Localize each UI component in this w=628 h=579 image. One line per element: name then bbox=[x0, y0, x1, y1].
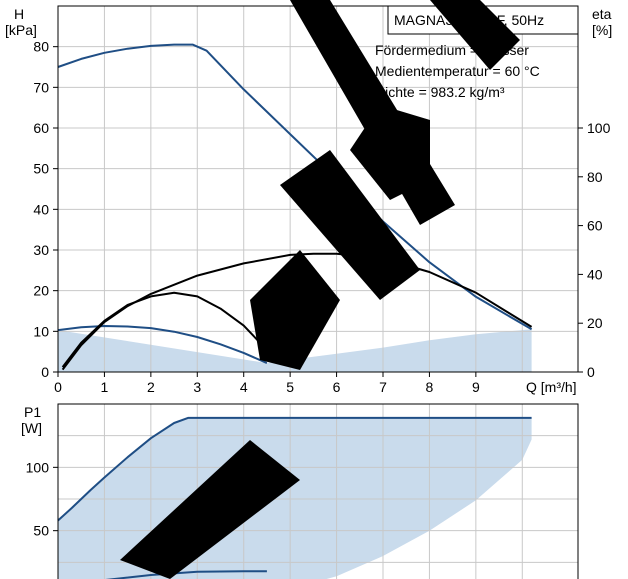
y-tick-labels-power: 050100 bbox=[26, 459, 58, 539]
y-tick-label-left: 60 bbox=[33, 120, 49, 136]
y-axis-label-left-line2: [kPa] bbox=[5, 22, 37, 38]
annotation-temperature: Medientemperatur = 60 °C bbox=[375, 63, 540, 79]
y-tick-label-left: 50 bbox=[33, 161, 49, 177]
x-tick-label: 6 bbox=[333, 379, 341, 395]
y-axis-label-right-line1: eta bbox=[592, 6, 612, 22]
series-group-top bbox=[57, 43, 533, 371]
y-tick-label-left: 20 bbox=[33, 283, 49, 299]
x-tick-label: 8 bbox=[426, 379, 434, 395]
power-axis-label-line2: [W] bbox=[21, 420, 42, 436]
y-tick-labels-right: 0 20 40 60 80 100 bbox=[578, 120, 611, 380]
power-axis-label-line1: P1 bbox=[24, 404, 41, 420]
series-line-4 bbox=[61, 252, 533, 371]
y-tick-label-left: 30 bbox=[33, 242, 49, 258]
efficiency-band bbox=[58, 329, 532, 372]
x-tick-label: 7 bbox=[379, 379, 387, 395]
y-tick-label-right: 80 bbox=[587, 169, 603, 185]
plot-frame-bottom bbox=[57, 403, 579, 579]
y-tick-label-right: 60 bbox=[587, 218, 603, 234]
x-tick-label: 3 bbox=[193, 379, 201, 395]
x-tick-label: 1 bbox=[101, 379, 109, 395]
annotation-density: Dichte = 983.2 kg/m³ bbox=[375, 84, 505, 100]
y-axis-label-left-line1: H bbox=[14, 6, 24, 22]
y-tick-label-right: 40 bbox=[587, 266, 603, 282]
y-axis-label-right-line2: [%] bbox=[592, 22, 612, 38]
y-tick-labels-left: 0 10 20 30 40 50 60 70 80 bbox=[33, 39, 58, 380]
y-tick-label-right: 0 bbox=[587, 364, 595, 380]
x-axis-label: Q [m³/h] bbox=[526, 379, 577, 395]
x-tick-label: 9 bbox=[472, 379, 480, 395]
series-line-2 bbox=[57, 325, 268, 365]
x-tick-label: 5 bbox=[286, 379, 294, 395]
y-tick-label-right: 100 bbox=[587, 120, 611, 136]
y-tick-label-right: 20 bbox=[587, 315, 603, 331]
watermark bbox=[120, 0, 520, 579]
y-tick-label-left: 70 bbox=[33, 79, 49, 95]
y-tick-label-left: 40 bbox=[33, 201, 49, 217]
y-tick-label-left: 80 bbox=[33, 39, 49, 55]
power-tick-label: 100 bbox=[26, 459, 50, 475]
y-tick-label-left: 0 bbox=[41, 364, 49, 380]
y-tick-label-left: 10 bbox=[33, 323, 49, 339]
series-line-1 bbox=[57, 43, 533, 331]
efficiency-band-top bbox=[58, 329, 532, 372]
power-tick-label: 50 bbox=[33, 523, 49, 539]
power-line-1 bbox=[57, 416, 532, 522]
x-tick-labels: 0 1 2 3 4 5 6 7 8 9 bbox=[54, 372, 480, 395]
series-line-3 bbox=[61, 291, 268, 368]
x-tick-label: 4 bbox=[240, 379, 248, 395]
x-tick-label: 0 bbox=[54, 379, 62, 395]
x-tick-label: 2 bbox=[147, 379, 155, 395]
